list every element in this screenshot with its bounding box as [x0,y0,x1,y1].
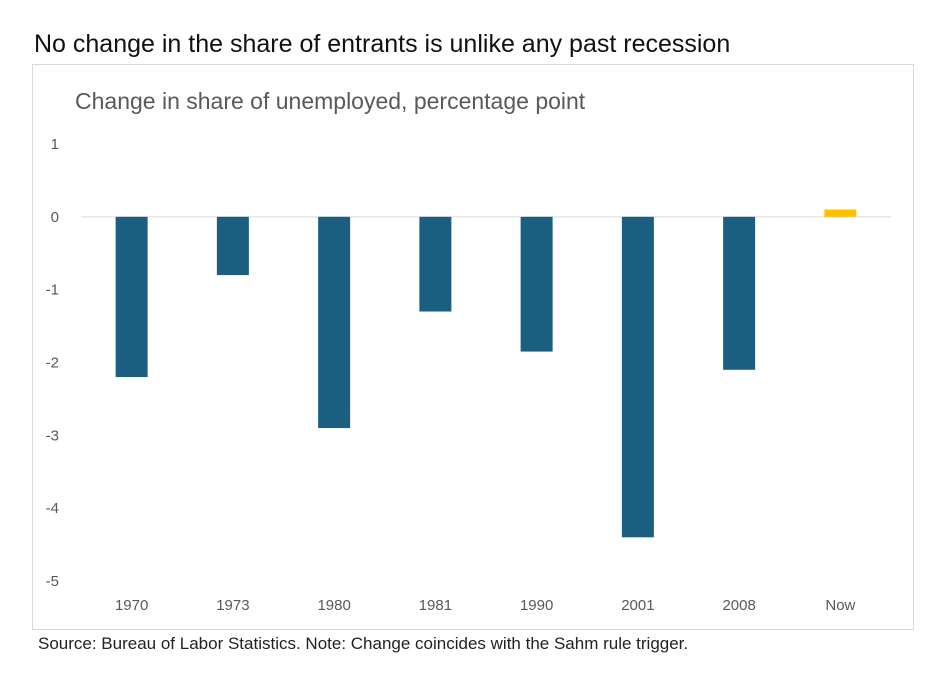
x-tick-label: 1990 [520,597,553,614]
y-tick-label: -2 [46,355,59,372]
y-tick-label: 0 [51,209,59,226]
bar-1981 [419,216,452,312]
x-tick-label: 1970 [115,597,148,614]
chart-area: Change in share of unemployed, percentag… [32,64,914,630]
y-tick-label: -5 [46,573,59,590]
bar-1990 [520,216,553,352]
bars [115,209,857,538]
y-tick-label: -3 [46,427,59,444]
bar-chart: Change in share of unemployed, percentag… [46,88,891,614]
bar-1980 [318,216,351,429]
y-axis: 1 0 -1 -2 -3 -4 -5 [46,136,59,590]
bar-2001 [621,216,654,538]
y-tick-label: -1 [46,282,59,299]
headline: No change in the share of entrants is un… [34,30,731,58]
x-tick-label: 1980 [317,597,350,614]
x-tick-label: Now [825,597,855,614]
x-tick-label: 1973 [216,597,249,614]
bar-1973 [216,216,249,276]
y-tick-label: 1 [51,136,59,153]
x-tick-label: 1981 [419,597,452,614]
x-axis: 1970 1973 1980 1981 1990 2001 2008 Now [115,597,856,614]
bar-2008 [723,216,756,370]
x-tick-label: 2001 [621,597,654,614]
x-tick-label: 2008 [722,597,755,614]
source-note: Source: Bureau of Labor Statistics. Note… [38,634,689,653]
y-tick-label: -4 [46,500,59,517]
bar-now [824,209,857,217]
chart-title: Change in share of unemployed, percentag… [75,88,586,114]
bar-1970 [115,216,148,378]
